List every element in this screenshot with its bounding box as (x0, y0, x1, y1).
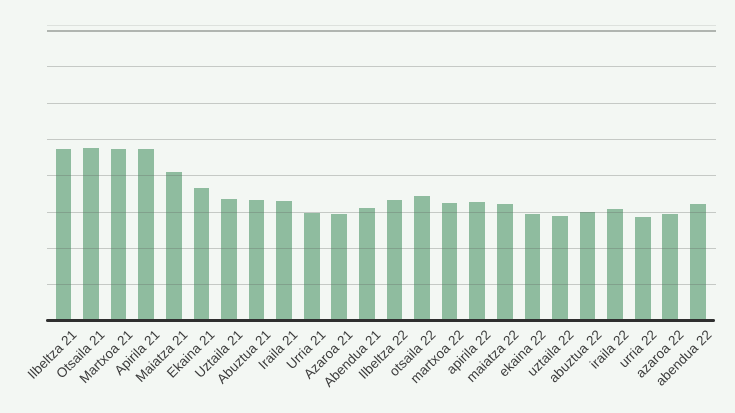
bar[interactable] (359, 207, 375, 321)
bar[interactable] (193, 187, 210, 321)
bar[interactable] (689, 203, 706, 321)
gridline (47, 284, 716, 286)
bar[interactable] (524, 214, 541, 321)
bar[interactable] (110, 149, 127, 321)
bar[interactable] (579, 212, 596, 321)
bar[interactable] (55, 149, 72, 321)
bar[interactable] (221, 199, 237, 321)
bar[interactable] (331, 214, 348, 321)
gridline (47, 247, 716, 249)
bar[interactable] (441, 202, 458, 321)
bar[interactable] (552, 215, 568, 321)
gridline (47, 138, 716, 140)
bar[interactable] (607, 209, 623, 321)
gridline (47, 175, 716, 177)
gridline (47, 211, 716, 213)
gridline (47, 24, 716, 26)
bar[interactable] (496, 204, 513, 321)
bar[interactable] (138, 149, 155, 321)
bar[interactable] (662, 214, 679, 321)
gridline (47, 102, 716, 104)
bar[interactable] (634, 216, 651, 321)
bar[interactable] (414, 195, 430, 321)
gridline (47, 30, 716, 32)
bar[interactable] (83, 148, 99, 321)
x-axis-line (46, 319, 715, 322)
gridline (47, 66, 716, 68)
bar[interactable] (303, 213, 320, 321)
bar[interactable] (469, 202, 486, 321)
bar[interactable] (248, 199, 265, 321)
bar[interactable] (276, 201, 292, 321)
bar[interactable] (386, 199, 403, 321)
bar[interactable] (165, 172, 182, 321)
